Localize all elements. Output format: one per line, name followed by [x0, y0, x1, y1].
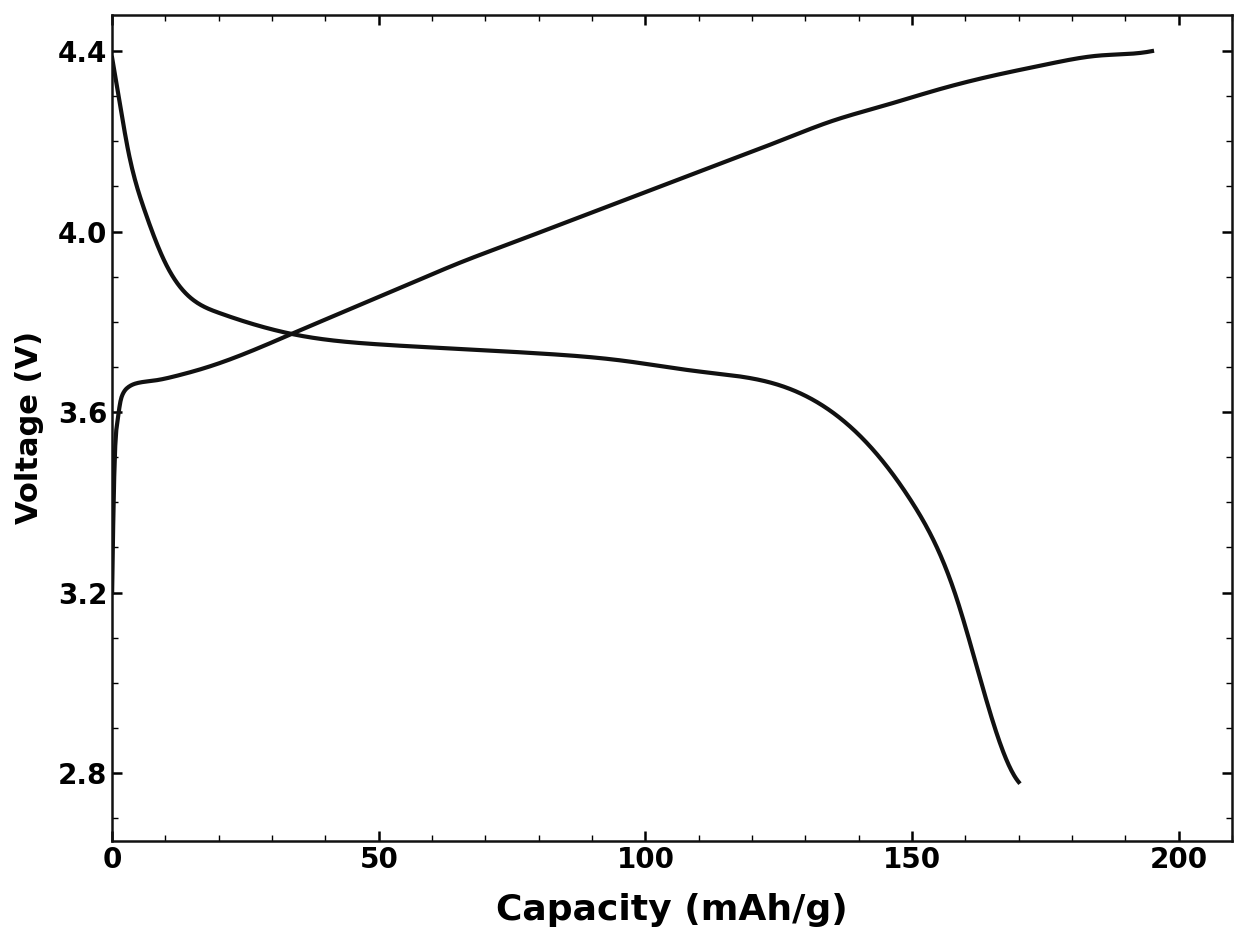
- Y-axis label: Voltage (V): Voltage (V): [15, 332, 44, 525]
- X-axis label: Capacity (mAh/g): Capacity (mAh/g): [496, 893, 848, 927]
